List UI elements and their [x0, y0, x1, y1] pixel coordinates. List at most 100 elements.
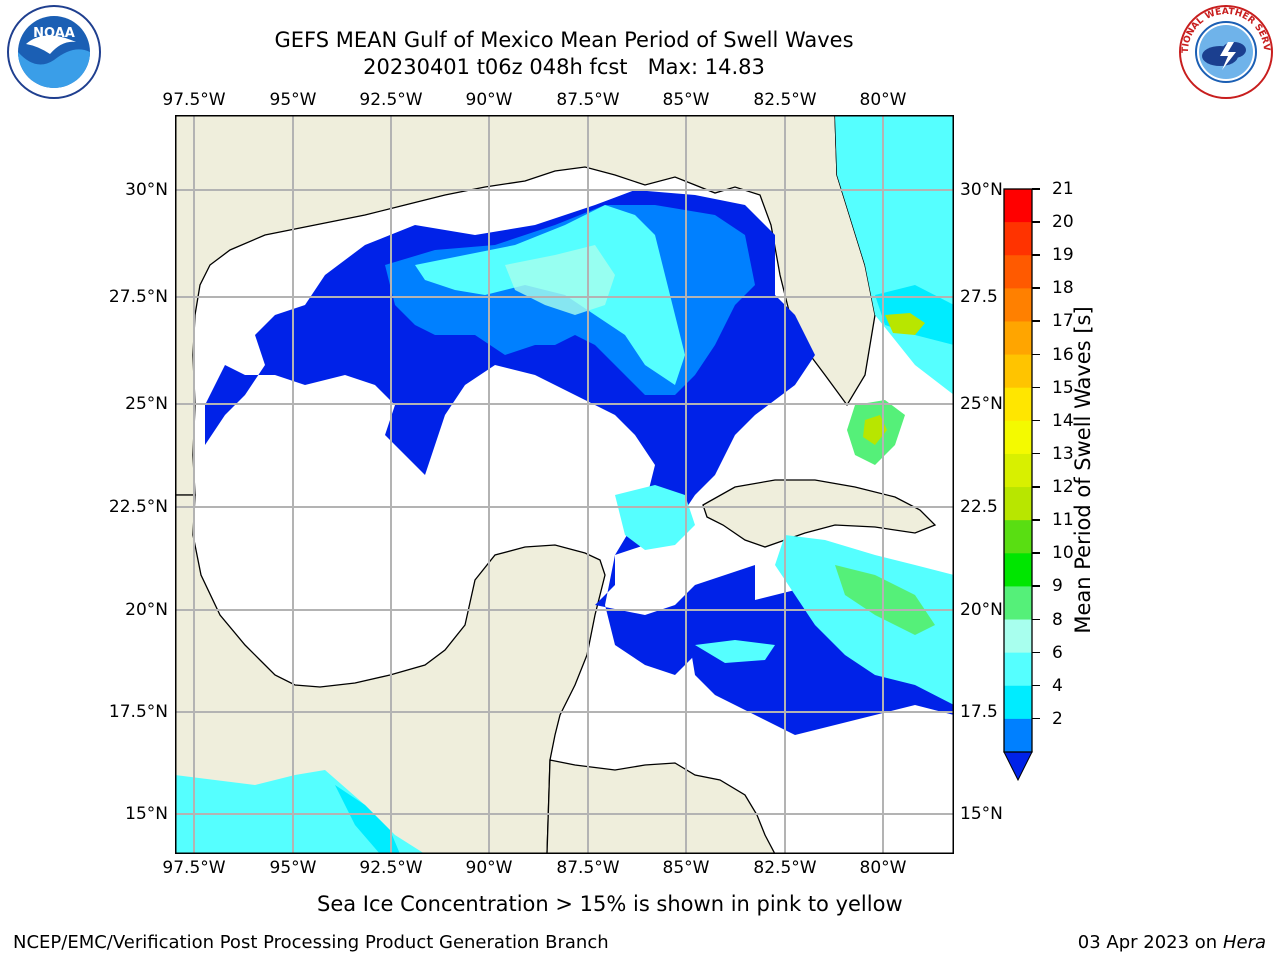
colorbar-tick-mark	[1032, 386, 1040, 389]
lon-label-bottom: 97.5°W	[162, 858, 226, 878]
lon-label-top: 85°W	[662, 90, 710, 110]
colorbar-tick-label: 8	[1052, 609, 1063, 630]
colorbar-tick-label: 18	[1052, 278, 1074, 299]
lon-label-bottom: 87.5°W	[556, 858, 620, 878]
land-cuba	[702, 479, 937, 548]
colorbar-tick-label: 4	[1052, 675, 1063, 696]
colorbar-tick-mark	[1032, 353, 1040, 356]
noaa-logo-icon: NOAA	[7, 5, 101, 99]
colorbar-tick-label: 6	[1052, 642, 1063, 663]
sea-ice-note: Sea Ice Concentration > 15% is shown in …	[317, 892, 903, 916]
lon-label-bottom: 85°W	[662, 858, 710, 878]
lat-label-left: 25°N	[125, 394, 168, 414]
lat-label-left: 15°N	[125, 804, 168, 824]
colorbar-tick-label: 11	[1052, 510, 1074, 531]
colorbar-block	[1004, 321, 1032, 356]
land-usa	[175, 115, 954, 496]
colorbar-block	[1004, 387, 1032, 422]
lat-label-right: 27.5	[960, 287, 998, 307]
colorbar-block	[1004, 586, 1032, 621]
lat-label-right: 15°N	[960, 804, 1003, 824]
footer-host: Hera	[1222, 932, 1266, 953]
lon-label-bottom: 95°W	[269, 858, 317, 878]
colorbar-block	[1004, 520, 1032, 554]
lon-label-top: 92.5°W	[359, 90, 423, 110]
colorbar-block	[1004, 453, 1032, 488]
colorbar-tick-mark	[1032, 486, 1040, 488]
lon-label-top: 87.5°W	[556, 90, 620, 110]
colorbar-tick-label: 21	[1052, 179, 1074, 199]
colorbar-block	[1004, 718, 1032, 753]
lat-label-right: 22.5	[960, 497, 998, 517]
colorbar-tick-mark	[1032, 254, 1040, 256]
colorbar-tick-mark	[1032, 717, 1040, 720]
lat-label-left: 27.5°N	[108, 287, 168, 307]
swell-cyan-yucatan	[615, 485, 695, 550]
footer-credit: NCEP/EMC/Verification Post Processing Pr…	[13, 932, 609, 953]
colorbar-block	[1004, 685, 1032, 720]
lon-label-bottom: 90°W	[465, 858, 513, 878]
colorbar-block	[1004, 420, 1032, 455]
colorbar-tick-mark	[1032, 320, 1040, 322]
colorbar-tick-label: 14	[1052, 410, 1074, 431]
map-subtitle: 20230401 t06z 048h fcst Max: 14.83	[363, 55, 765, 79]
colorbar-tick-mark	[1032, 684, 1040, 687]
land-central-america	[546, 759, 776, 854]
colorbar-tick-mark	[1032, 519, 1040, 521]
colorbar-block	[1004, 487, 1032, 521]
colorbar-extend-arrow	[1003, 751, 1033, 782]
lon-label-top: 82.5°W	[753, 90, 817, 110]
colorbar-block	[1004, 255, 1032, 289]
lat-label-right: 30°N	[960, 180, 1003, 200]
map-panel	[175, 115, 954, 854]
colorbar-block	[1004, 354, 1032, 389]
lat-label-right: 20°N	[960, 600, 1003, 620]
lat-label-right: 25°N	[960, 394, 1003, 414]
colorbar-tick-label: 16	[1052, 344, 1074, 365]
colorbar-tick-label: 19	[1052, 245, 1074, 266]
lon-label-top: 97.5°W	[162, 90, 226, 110]
colorbar-tick-mark	[1032, 221, 1040, 223]
colorbar-tick-label: 2	[1052, 708, 1063, 729]
colorbar-tick-label: 13	[1052, 443, 1074, 464]
colorbar-tick-mark	[1032, 552, 1040, 554]
lon-label-bottom: 80°W	[859, 858, 907, 878]
lat-label-left: 17.5°N	[108, 702, 168, 722]
lon-label-bottom: 82.5°W	[753, 858, 817, 878]
lat-label-right: 17.5	[960, 702, 998, 722]
lat-label-left: 22.5°N	[108, 497, 168, 517]
colorbar-tick-mark	[1032, 618, 1040, 621]
lon-label-top: 95°W	[269, 90, 317, 110]
colorbar-tick-label: 10	[1052, 543, 1074, 564]
lon-label-top: 80°W	[859, 90, 907, 110]
colorbar-block	[1004, 222, 1032, 256]
swell-cyan-gulf	[415, 205, 685, 385]
map-title: GEFS MEAN Gulf of Mexico Mean Period of …	[274, 28, 854, 52]
colorbar-block	[1004, 288, 1032, 322]
colorbar-tick-mark	[1032, 585, 1040, 587]
colorbar-tick-mark	[1032, 452, 1040, 455]
colorbar-tick-mark	[1032, 651, 1040, 654]
colorbar-tick-label: 12	[1052, 477, 1074, 498]
noaa-logo-text: NOAA	[33, 26, 75, 41]
colorbar-tick-label: 20	[1052, 212, 1074, 233]
colorbar-tick-mark	[1032, 419, 1040, 422]
footer-date: 03 Apr 2023 on Hera	[1078, 932, 1266, 954]
footer-date-text: 03 Apr 2023 on	[1077, 932, 1223, 953]
colorbar-tick-label: 15	[1052, 377, 1074, 398]
colorbar-block	[1004, 553, 1032, 587]
lon-label-top: 90°W	[465, 90, 513, 110]
colorbar-tick-mark	[1032, 188, 1040, 190]
nws-logo-icon: NATIONAL WEATHER SERVICE	[1176, 4, 1273, 99]
colorbar-block	[1004, 652, 1032, 687]
colorbar	[1003, 188, 1033, 782]
colorbar-block	[1004, 619, 1032, 654]
lat-label-left: 20°N	[125, 600, 168, 620]
land-mexico	[175, 494, 606, 854]
colorbar-tick-mark	[1032, 287, 1040, 289]
colorbar-tick-label: 9	[1052, 576, 1063, 597]
colorbar-block	[1004, 189, 1032, 223]
colorbar-label: Mean Period of Swell Waves [s]	[1071, 306, 1095, 634]
lon-label-bottom: 92.5°W	[359, 858, 423, 878]
lat-label-left: 30°N	[125, 180, 168, 200]
